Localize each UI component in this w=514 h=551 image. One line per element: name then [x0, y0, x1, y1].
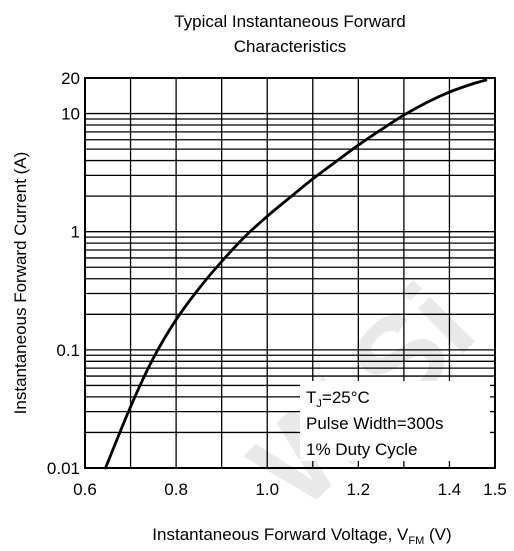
- chart-title-line2: Characteristics: [234, 37, 346, 56]
- annotation-tj-rest: =25°C: [322, 388, 370, 407]
- y-tick-label-1: 0.1: [56, 341, 80, 360]
- x-axis-label-main: Instantaneous Forward Voltage, V: [152, 525, 409, 544]
- x-tick-label-5: 1.5: [483, 480, 507, 499]
- series-group: [104, 78, 488, 470]
- annotation-background: [300, 381, 490, 461]
- x-tick-label-4: 1.4: [438, 480, 462, 499]
- y-tick-label-2: 1: [71, 223, 80, 242]
- x-tick-label-2: 1.0: [255, 480, 279, 499]
- y-tick-label-0: 0.01: [47, 459, 80, 478]
- annotation-tj-sub: J: [316, 398, 322, 410]
- x-tick-label-1: 0.8: [164, 480, 188, 499]
- y-tick-label-4: 20: [61, 69, 80, 88]
- chart-title-line1: Typical Instantaneous Forward: [174, 12, 406, 31]
- x-tick-label-3: 1.2: [347, 480, 371, 499]
- x-tick-labels: 0.6 0.8 1.0 1.2 1.4 1.5: [73, 480, 507, 499]
- x-tick-label-0: 0.6: [73, 480, 97, 499]
- y-tick-label-3: 10: [61, 105, 80, 124]
- y-tick-labels: 0.01 0.1 1 10 20: [47, 69, 80, 478]
- annotation-pulse-width: Pulse Width=300s: [306, 414, 444, 433]
- annotation-tj-main: T: [306, 388, 316, 407]
- y-axis-label: Instantaneous Forward Current (A): [11, 152, 30, 415]
- x-axis-label: Instantaneous Forward Voltage, VFM (V): [152, 525, 451, 547]
- annotation-tj: TJ=25°C: [306, 388, 370, 410]
- test-conditions-annotation: TJ=25°C Pulse Width=300s 1% Duty Cycle: [300, 381, 490, 461]
- annotation-duty-cycle: 1% Duty Cycle: [306, 440, 417, 459]
- x-axis-label-sub: FM: [408, 535, 424, 547]
- series-line-0: [104, 78, 488, 470]
- x-axis-label-unit: (V): [424, 525, 451, 544]
- plot-frame: [84, 77, 496, 469]
